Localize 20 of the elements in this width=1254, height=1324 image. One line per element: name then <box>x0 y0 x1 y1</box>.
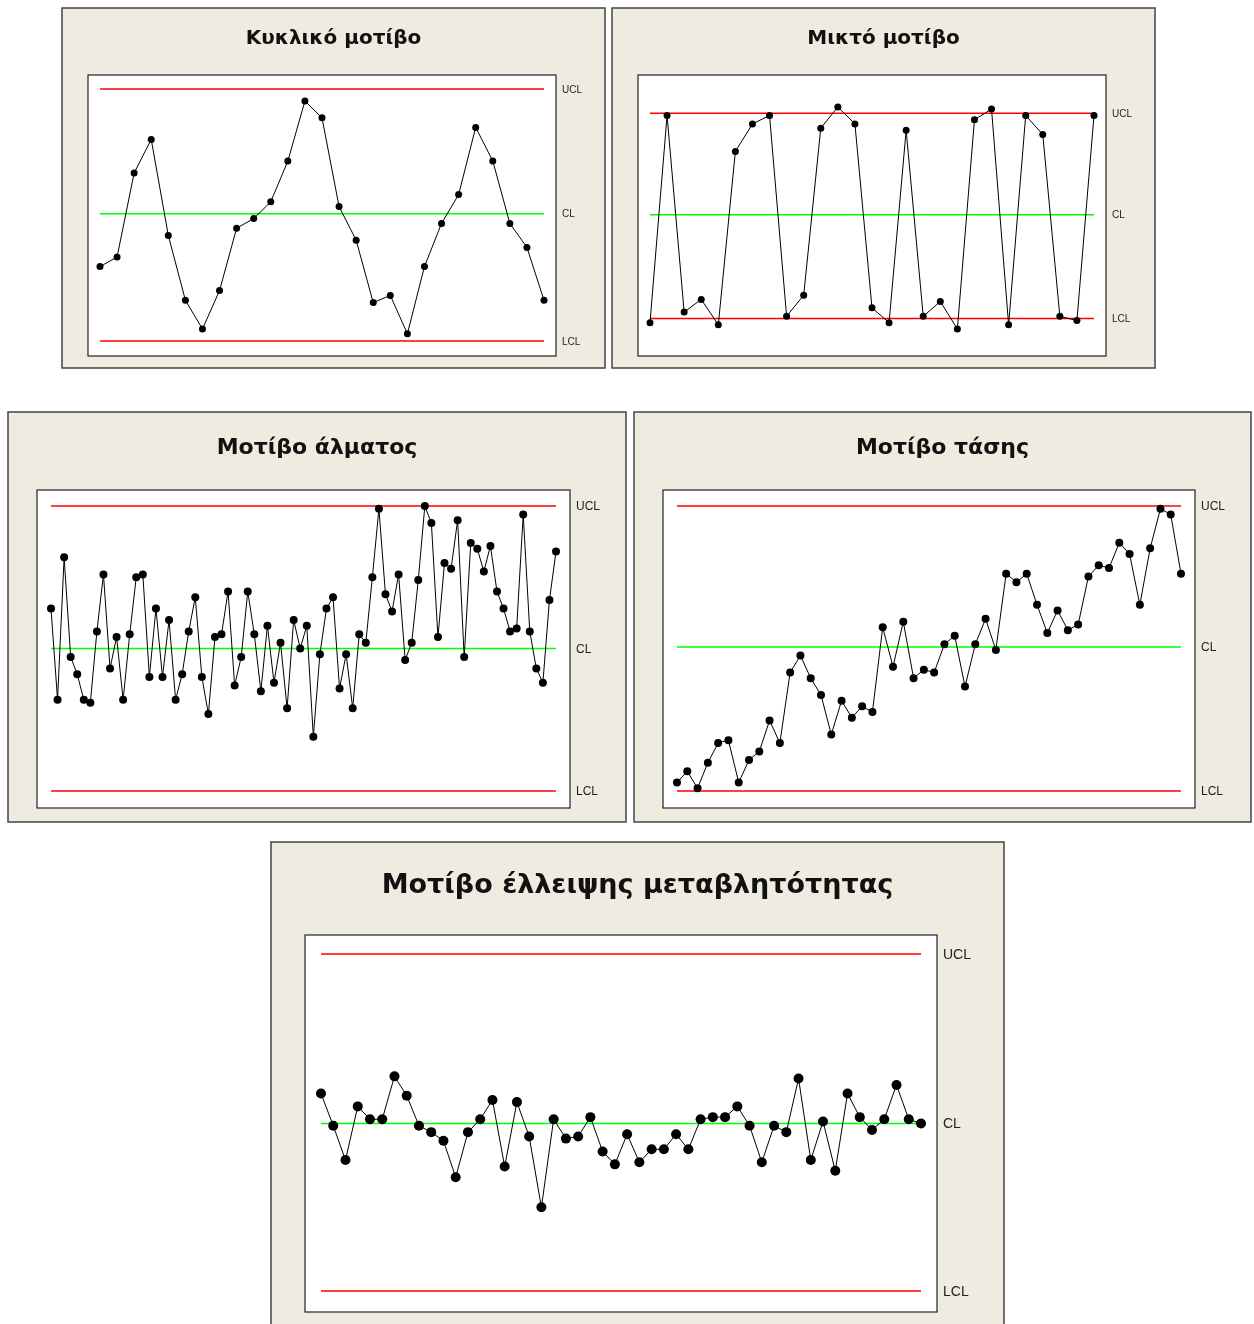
ref-line-label: LCL <box>943 1282 969 1299</box>
chart-title: Μοτίβο άλματος <box>216 434 418 459</box>
ref-line-label: CL <box>562 208 576 220</box>
chart-title: Μοτίβο έλλειψης μεταβλητότητας <box>381 868 894 899</box>
ref-line-label: LCL <box>1112 312 1131 324</box>
ref-line-label: UCL <box>1112 107 1133 119</box>
ref-line-label: CL <box>943 1115 962 1132</box>
chart-title: Κυκλικό μοτίβο <box>245 25 422 49</box>
ref-line-label: LCL <box>1201 784 1224 799</box>
ref-line-label: CL <box>576 641 592 656</box>
chart-title: Μικτό μοτίβο <box>807 25 960 49</box>
ref-line-label: UCL <box>1201 499 1226 514</box>
ref-line-label: UCL <box>943 945 972 962</box>
ref-line-label: LCL <box>562 335 581 347</box>
ref-line-label: UCL <box>576 499 601 514</box>
chart-title: Μοτίβο τάσης <box>855 434 1030 459</box>
ref-line-label: LCL <box>576 784 599 799</box>
ref-line-label: CL <box>1112 209 1126 221</box>
ref-line-label: UCL <box>562 83 583 95</box>
ref-line-label: CL <box>1201 640 1217 655</box>
